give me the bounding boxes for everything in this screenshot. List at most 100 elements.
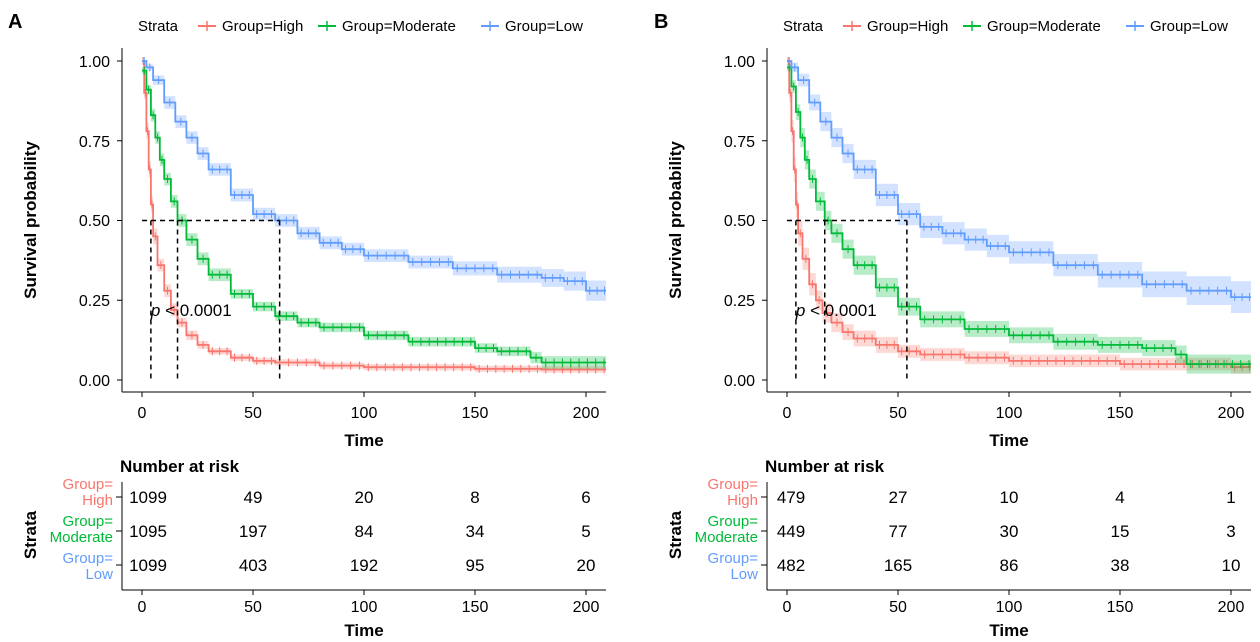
risk-row-moderate-b: 449 77 30 15 3 bbox=[777, 522, 1236, 541]
ci-band-group-moderate bbox=[142, 67, 606, 369]
y-tick-label: 1.00 bbox=[724, 54, 755, 71]
risk-row-high-b: 479 27 10 4 1 bbox=[777, 488, 1236, 507]
risk-cell: 482 bbox=[777, 556, 805, 575]
risk-table-axes-a bbox=[116, 482, 606, 595]
y-tick-label: 0.75 bbox=[724, 134, 755, 151]
survival-curve-group-high bbox=[787, 60, 1251, 369]
ci-band-group-low bbox=[787, 61, 1251, 313]
x-axis-title-a: Time bbox=[344, 431, 383, 450]
risk-table-b: Number at risk Strata Group= High Group=… bbox=[666, 457, 1251, 640]
risk-row-low-b: 482 165 86 38 10 bbox=[777, 556, 1241, 575]
plot-area-a: p < 0.0001 bbox=[117, 48, 606, 397]
risk-cell: 38 bbox=[1111, 556, 1130, 575]
ci-band-group-moderate bbox=[787, 64, 1251, 374]
risk-row-label-high-a: Group= bbox=[63, 476, 114, 493]
p-value-annotation: p < 0.0001 bbox=[795, 301, 877, 320]
risk-x-axis-title-b: Time bbox=[989, 621, 1028, 640]
risk-cell: 20 bbox=[355, 488, 374, 507]
risk-strata-axis-label-b: Strata bbox=[666, 510, 685, 559]
risk-cell: 10 bbox=[1000, 488, 1019, 507]
legend-label-low-b: Group=Low bbox=[1150, 18, 1228, 35]
y-tick-label: 0.25 bbox=[724, 293, 755, 310]
risk-cell: 49 bbox=[244, 488, 263, 507]
survival-curve-group-high bbox=[142, 60, 606, 371]
y-tick-label: 0.00 bbox=[724, 373, 755, 390]
risk-cell: 8 bbox=[470, 488, 479, 507]
risk-row-label-low-a: Group= bbox=[63, 550, 114, 567]
risk-table-axes-b bbox=[761, 482, 1251, 595]
y-ticks-b: 1.00 0.75 0.50 0.25 0.00 bbox=[724, 54, 755, 390]
risk-cell: 197 bbox=[239, 522, 267, 541]
risk-cell: 403 bbox=[239, 556, 267, 575]
risk-row-label-high-a: High bbox=[82, 492, 113, 509]
legend-key-moderate-a bbox=[318, 21, 336, 31]
risk-x-tick-label: 100 bbox=[996, 599, 1023, 616]
risk-cell: 3 bbox=[1226, 522, 1235, 541]
risk-cell: 15 bbox=[1111, 522, 1130, 541]
legend-label-moderate-b: Group=Moderate bbox=[987, 18, 1101, 35]
risk-cell: 77 bbox=[889, 522, 908, 541]
risk-cell: 479 bbox=[777, 488, 805, 507]
p-value-text: < 0.0001 bbox=[805, 301, 876, 320]
risk-cell: 449 bbox=[777, 522, 805, 541]
x-tick-label: 50 bbox=[244, 405, 262, 422]
y-tick-label: 0.50 bbox=[724, 213, 755, 230]
panel-a: A Strata Group=High Group=Moderate Group… bbox=[8, 11, 606, 640]
p-value-text: < 0.0001 bbox=[160, 301, 231, 320]
risk-table-title-b: Number at risk bbox=[765, 457, 885, 476]
risk-cell: 95 bbox=[466, 556, 485, 575]
legend-label-low-a: Group=Low bbox=[505, 18, 583, 35]
x-tick-label: 200 bbox=[573, 405, 600, 422]
y-axis-title-b: Survival probability bbox=[666, 141, 685, 299]
risk-x-tick-label: 150 bbox=[462, 599, 489, 616]
risk-cell: 34 bbox=[466, 522, 485, 541]
x-tick-label: 100 bbox=[996, 405, 1023, 422]
survival-curve-group-moderate bbox=[142, 69, 606, 364]
legend-key-low-b bbox=[1126, 21, 1144, 31]
y-axis-title-a: Survival probability bbox=[21, 141, 40, 299]
risk-cell: 10 bbox=[1222, 556, 1241, 575]
x-tick-label: 100 bbox=[351, 405, 378, 422]
risk-row-low-a: 1099 403 192 95 20 bbox=[129, 556, 595, 575]
risk-x-tick-label: 200 bbox=[1218, 599, 1245, 616]
y-tick-label: 1.00 bbox=[79, 54, 110, 71]
risk-cell: 27 bbox=[889, 488, 908, 507]
legend-key-high-a bbox=[198, 21, 216, 31]
risk-cell: 1099 bbox=[129, 488, 167, 507]
risk-x-tick-label: 100 bbox=[351, 599, 378, 616]
panel-label-a: A bbox=[8, 11, 22, 33]
risk-cell: 86 bbox=[1000, 556, 1019, 575]
risk-row-label-low-b: Group= bbox=[708, 550, 759, 567]
y-tick-label: 0.75 bbox=[79, 134, 110, 151]
legend-label-high-a: Group=High bbox=[222, 18, 303, 35]
risk-x-tick-label: 50 bbox=[244, 599, 262, 616]
plot-area-b: p < 0.0001 bbox=[762, 48, 1251, 397]
risk-table-title-a: Number at risk bbox=[120, 457, 240, 476]
risk-x-tick-label: 200 bbox=[573, 599, 600, 616]
risk-row-label-moderate-b: Moderate bbox=[695, 529, 758, 546]
risk-x-ticks-a: 0 50 100 150 200 bbox=[138, 599, 600, 616]
risk-cell: 1099 bbox=[129, 556, 167, 575]
y-tick-label: 0.50 bbox=[79, 213, 110, 230]
risk-row-label-moderate-b: Group= bbox=[708, 513, 759, 530]
y-ticks-a: 1.00 0.75 0.50 0.25 0.00 bbox=[79, 54, 110, 390]
risk-row-label-high-b: Group= bbox=[708, 476, 759, 493]
x-tick-label: 0 bbox=[783, 405, 792, 422]
risk-cell: 84 bbox=[355, 522, 374, 541]
risk-cell: 5 bbox=[581, 522, 590, 541]
risk-row-label-moderate-a: Group= bbox=[63, 513, 114, 530]
x-axis-title-b: Time bbox=[989, 431, 1028, 450]
risk-row-label-low-b: Low bbox=[730, 566, 758, 583]
risk-row-high-a: 1099 49 20 8 6 bbox=[129, 488, 591, 507]
risk-x-tick-label: 0 bbox=[783, 599, 792, 616]
ci-band-group-high bbox=[142, 61, 606, 373]
risk-strata-axis-label-a: Strata bbox=[21, 510, 40, 559]
legend-key-low-a bbox=[481, 21, 499, 31]
risk-x-tick-label: 50 bbox=[889, 599, 907, 616]
p-value-annotation: p < 0.0001 bbox=[150, 301, 232, 320]
legend-label-moderate-a: Group=Moderate bbox=[342, 18, 456, 35]
risk-cell: 20 bbox=[577, 556, 596, 575]
x-ticks-b: 0 50 100 150 200 bbox=[783, 405, 1245, 422]
x-tick-label: 0 bbox=[138, 405, 147, 422]
risk-cell: 1 bbox=[1226, 488, 1235, 507]
